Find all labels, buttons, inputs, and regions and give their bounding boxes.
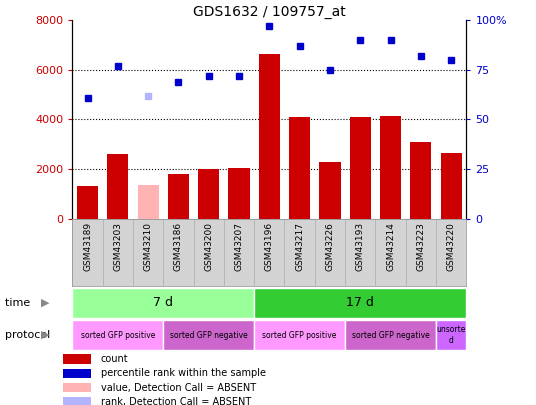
Bar	[441, 153, 462, 219]
Text: GSM43220: GSM43220	[446, 222, 456, 271]
Bar	[63, 369, 91, 378]
Bar	[254, 288, 466, 318]
Bar	[380, 116, 401, 219]
Text: GSM43186: GSM43186	[174, 222, 183, 271]
Text: sorted GFP positive: sorted GFP positive	[263, 330, 337, 340]
Text: value, Detection Call = ABSENT: value, Detection Call = ABSENT	[101, 383, 256, 392]
Bar	[349, 117, 371, 219]
Text: sorted GFP negative: sorted GFP negative	[352, 330, 429, 340]
Text: GSM43203: GSM43203	[113, 222, 122, 271]
Bar	[138, 185, 159, 219]
Bar	[72, 320, 163, 350]
Bar	[168, 174, 189, 219]
Text: GSM43207: GSM43207	[235, 222, 243, 271]
Bar	[163, 320, 254, 350]
Bar	[259, 54, 280, 219]
Text: 17 d: 17 d	[346, 296, 374, 309]
Bar	[77, 186, 98, 219]
Bar	[289, 117, 310, 219]
Text: sorted GFP negative: sorted GFP negative	[170, 330, 248, 340]
Text: ▶: ▶	[41, 330, 50, 340]
Bar	[410, 142, 431, 219]
Bar	[345, 320, 436, 350]
Text: GSM43223: GSM43223	[416, 222, 426, 271]
Text: rank, Detection Call = ABSENT: rank, Detection Call = ABSENT	[101, 397, 251, 405]
Text: sorted GFP positive: sorted GFP positive	[80, 330, 155, 340]
Bar	[63, 397, 91, 405]
Bar	[198, 169, 219, 219]
Text: ▶: ▶	[41, 298, 50, 308]
Text: GSM43196: GSM43196	[265, 222, 274, 271]
Title: GDS1632 / 109757_at: GDS1632 / 109757_at	[193, 5, 346, 19]
Text: GSM43214: GSM43214	[386, 222, 395, 271]
Bar	[72, 288, 254, 318]
Bar	[436, 320, 466, 350]
Text: GSM43226: GSM43226	[325, 222, 334, 271]
Text: count: count	[101, 354, 129, 364]
Bar	[319, 162, 340, 219]
Bar	[63, 354, 91, 364]
Text: GSM43217: GSM43217	[295, 222, 304, 271]
Text: GSM43200: GSM43200	[204, 222, 213, 271]
Text: protocol: protocol	[5, 330, 50, 340]
Text: GSM43193: GSM43193	[356, 222, 365, 271]
Bar	[107, 154, 129, 219]
Bar	[228, 168, 250, 219]
Bar	[254, 320, 345, 350]
Text: time: time	[5, 298, 34, 308]
Bar	[63, 383, 91, 392]
Text: percentile rank within the sample: percentile rank within the sample	[101, 369, 266, 378]
Text: unsorte
d: unsorte d	[436, 326, 466, 345]
Text: 7 d: 7 d	[153, 296, 173, 309]
Text: GSM43210: GSM43210	[144, 222, 153, 271]
Text: GSM43189: GSM43189	[83, 222, 92, 271]
